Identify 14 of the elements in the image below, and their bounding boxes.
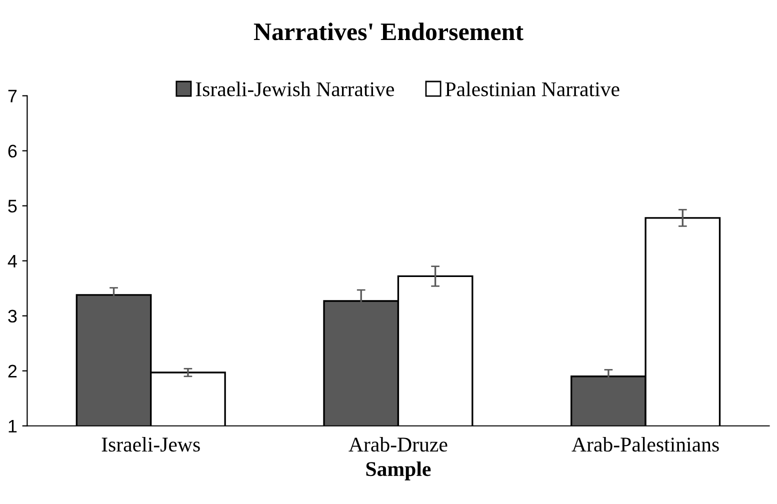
y-tick-label: 1 — [8, 420, 17, 432]
y-tick-label: 3 — [8, 310, 17, 323]
y-tick-label: 6 — [8, 144, 17, 158]
y-tick-label: 2 — [8, 364, 17, 378]
x-axis-title: Sample — [366, 461, 431, 480]
y-tick-label: 5 — [8, 200, 17, 213]
x-tick-label: Arab-Palestinians — [572, 436, 719, 452]
legend-label: Israeli-Jewish Narrative — [196, 82, 394, 96]
x-tick-label: Israeli-Jews — [102, 436, 200, 452]
legend-label: Palestinian Narrative — [445, 82, 620, 96]
chart-title: Narratives' Endorsement — [254, 22, 524, 40]
y-tick-label: 7 — [8, 90, 17, 102]
y-tick-label: 4 — [8, 254, 17, 268]
x-tick-label: Arab-Druze — [348, 436, 448, 452]
